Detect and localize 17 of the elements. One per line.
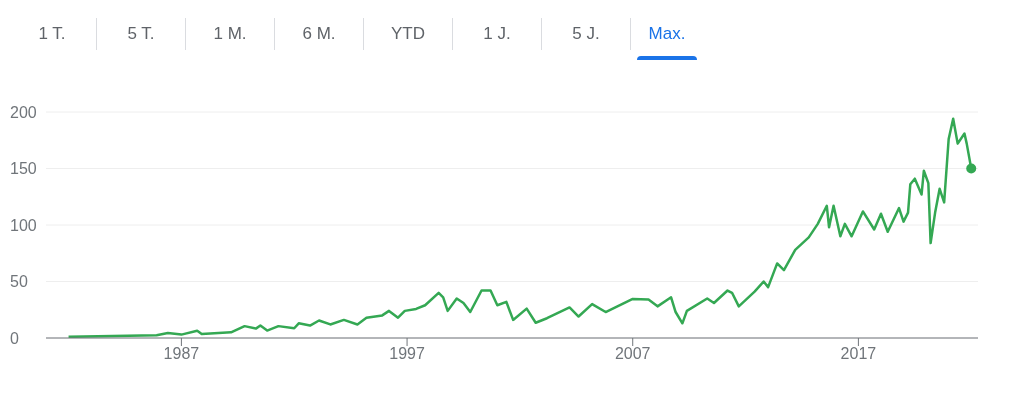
y-tick-label: 100 bbox=[10, 216, 37, 234]
text: 5 T. bbox=[127, 24, 155, 43]
y-tick-label: 200 bbox=[10, 103, 37, 121]
text: 1 J. bbox=[483, 24, 511, 43]
text: YTD bbox=[391, 24, 425, 43]
x-tick-label: 1997 bbox=[389, 345, 425, 363]
x-tick-label: 1987 bbox=[163, 345, 200, 363]
y-tick-label: 150 bbox=[10, 160, 37, 178]
text: 1 T. bbox=[38, 24, 66, 43]
x-tick-label: 2007 bbox=[614, 345, 651, 363]
y-tick-label: 50 bbox=[10, 273, 28, 291]
text: 1 M. bbox=[213, 24, 247, 43]
y-tick-label: 0 bbox=[10, 329, 19, 347]
text: Max. bbox=[648, 24, 686, 43]
text: 5 J. bbox=[572, 24, 600, 43]
text: 6 M. bbox=[302, 24, 336, 43]
x-tick-label: 2017 bbox=[840, 345, 877, 363]
